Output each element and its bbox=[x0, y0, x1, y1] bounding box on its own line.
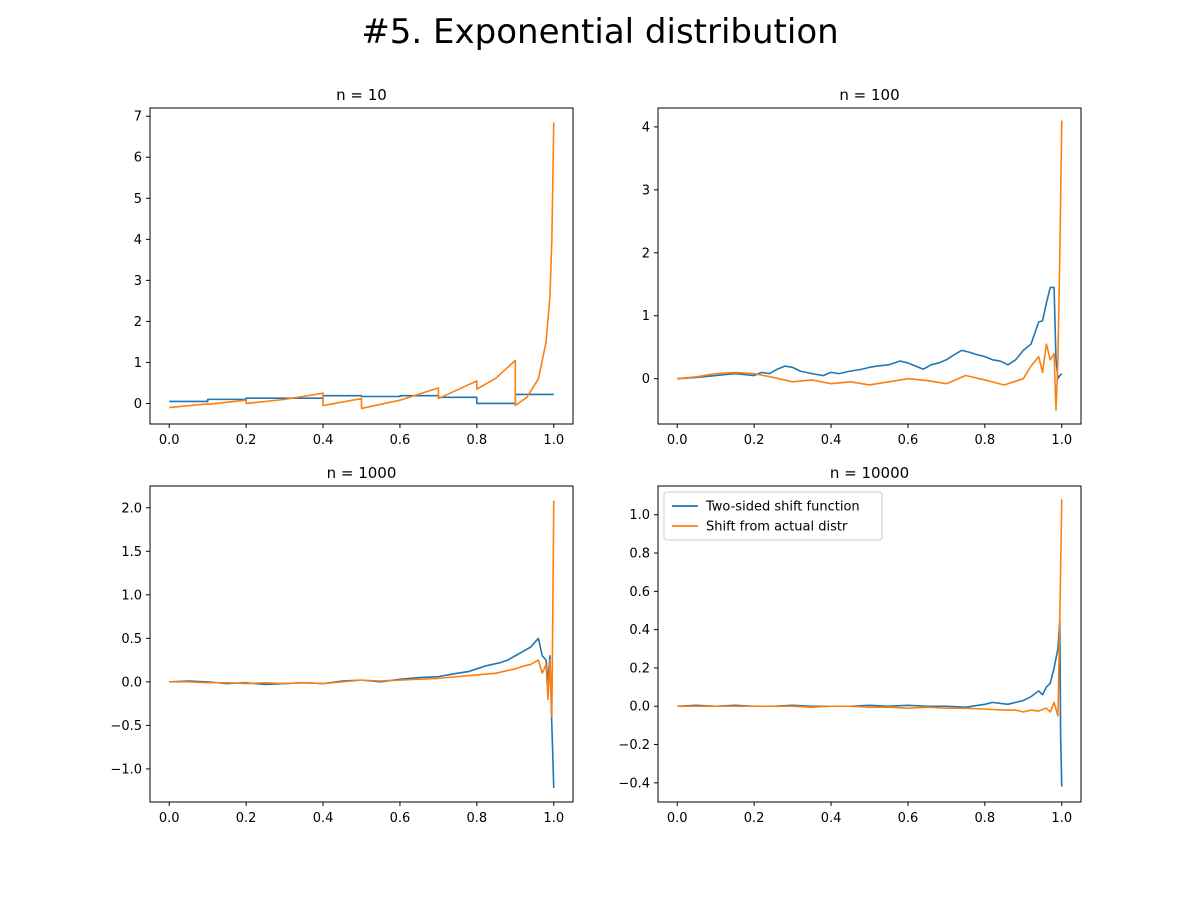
x-tick-label: 0.6 bbox=[898, 811, 919, 826]
x-tick-label: 1.0 bbox=[1051, 811, 1072, 826]
legend-label: Two-sided shift function bbox=[705, 500, 860, 515]
axes-frame bbox=[149, 485, 574, 803]
y-tick-label: 3 bbox=[642, 183, 650, 198]
subplot-2: n = 100 0.0 0.2 0.4 0.6 0.8 1.0 0 1 2 3 4 bbox=[642, 86, 1082, 448]
y-tick-label: 5 bbox=[134, 192, 142, 207]
y-tick-label: 1 bbox=[134, 356, 142, 371]
y-tick-label: 1.0 bbox=[629, 508, 650, 523]
legend: Two-sided shift function Shift from actua… bbox=[663, 491, 883, 541]
y-tick-label: −0.5 bbox=[110, 719, 142, 734]
subplot-3: n = 1000 0.0 0.2 0.4 0.6 0.8 1.0 −1.0 −0.5 0.0 0.5… bbox=[110, 464, 574, 826]
series-line-two-sided-shift bbox=[677, 286, 1063, 380]
series-line-two-sided-shift bbox=[677, 619, 1063, 787]
x-tick-label: 0.8 bbox=[467, 811, 488, 826]
series-line-actual-shift bbox=[169, 500, 555, 718]
y-tick-label: 4 bbox=[642, 120, 650, 135]
x-tick-label: 1.0 bbox=[543, 433, 564, 448]
y-tick-label: 4 bbox=[134, 233, 142, 248]
x-tick-label: 0.6 bbox=[390, 433, 411, 448]
y-tick-label: 0.4 bbox=[629, 623, 650, 638]
x-tick-label: 0.4 bbox=[313, 811, 334, 826]
subplot-4: n = 10000 0.0 0.2 0.4 0.6 0.8 1.0 −0.4 −0.2 0.0 0.… bbox=[618, 464, 1082, 826]
x-tick-label: 0.8 bbox=[975, 433, 996, 448]
y-tick-label: 7 bbox=[134, 110, 142, 125]
y-tick-label: 0.0 bbox=[629, 700, 650, 715]
x-tick-label: 0.4 bbox=[313, 433, 334, 448]
x-tick-label: 1.0 bbox=[543, 811, 564, 826]
y-tick-label: 0 bbox=[134, 397, 142, 412]
y-tick-label: 0.6 bbox=[629, 585, 650, 600]
legend-box bbox=[663, 491, 883, 541]
x-tick-label: 1.0 bbox=[1051, 433, 1072, 448]
series-line-actual-shift bbox=[169, 122, 555, 410]
series-line-actual-shift bbox=[677, 120, 1063, 411]
x-tick-label: 0.0 bbox=[159, 811, 180, 826]
y-tick-label: 1.0 bbox=[121, 588, 142, 603]
y-tick-label: 6 bbox=[134, 151, 142, 166]
y-tick-label: 0.2 bbox=[629, 661, 650, 676]
x-tick-label: 0.2 bbox=[236, 433, 257, 448]
y-tick-label: 2 bbox=[134, 315, 142, 330]
y-tick-label: 2 bbox=[642, 246, 650, 261]
subplot-1: n = 10 0.0 0.2 0.4 0.6 0.8 1.0 0 1 2 3 4 5 6 7 bbox=[134, 86, 574, 448]
subplot-title: n = 100 bbox=[839, 86, 899, 104]
subplot-title: n = 1000 bbox=[327, 464, 397, 482]
series-line-two-sided-shift bbox=[169, 393, 554, 405]
y-tick-label: −0.4 bbox=[618, 776, 650, 791]
x-tick-label: 0.8 bbox=[467, 433, 488, 448]
y-tick-label: 0.0 bbox=[121, 675, 142, 690]
y-tick-label: −0.2 bbox=[618, 738, 650, 753]
x-tick-label: 0.2 bbox=[744, 433, 765, 448]
axes-frame bbox=[149, 107, 574, 425]
y-tick-label: 0.8 bbox=[629, 547, 650, 562]
x-tick-label: 0.6 bbox=[898, 433, 919, 448]
x-tick-label: 0.2 bbox=[236, 811, 257, 826]
figure-title: #5. Exponential distribution bbox=[361, 12, 839, 52]
y-tick-label: 2.0 bbox=[121, 501, 142, 516]
x-tick-label: 0.0 bbox=[667, 433, 688, 448]
y-tick-label: 0.5 bbox=[121, 632, 142, 647]
x-tick-label: 0.4 bbox=[821, 811, 842, 826]
subplot-title: n = 10000 bbox=[830, 464, 909, 482]
axes-frame bbox=[657, 107, 1082, 425]
x-tick-label: 0.0 bbox=[667, 811, 688, 826]
y-tick-label: 3 bbox=[134, 274, 142, 289]
y-tick-label: 0 bbox=[642, 372, 650, 387]
subplot-title: n = 10 bbox=[336, 86, 387, 104]
x-tick-label: 0.8 bbox=[975, 811, 996, 826]
x-tick-label: 0.2 bbox=[744, 811, 765, 826]
x-tick-label: 0.4 bbox=[821, 433, 842, 448]
series-line-two-sided-shift bbox=[169, 637, 555, 789]
x-tick-label: 0.0 bbox=[159, 433, 180, 448]
series-line-actual-shift bbox=[677, 499, 1063, 717]
y-tick-label: 1 bbox=[642, 309, 650, 324]
axes-frame bbox=[657, 485, 1082, 803]
legend-label: Shift from actual distr bbox=[706, 520, 848, 535]
y-tick-label: −1.0 bbox=[110, 762, 142, 777]
y-tick-label: 1.5 bbox=[121, 545, 142, 560]
x-tick-label: 0.6 bbox=[390, 811, 411, 826]
